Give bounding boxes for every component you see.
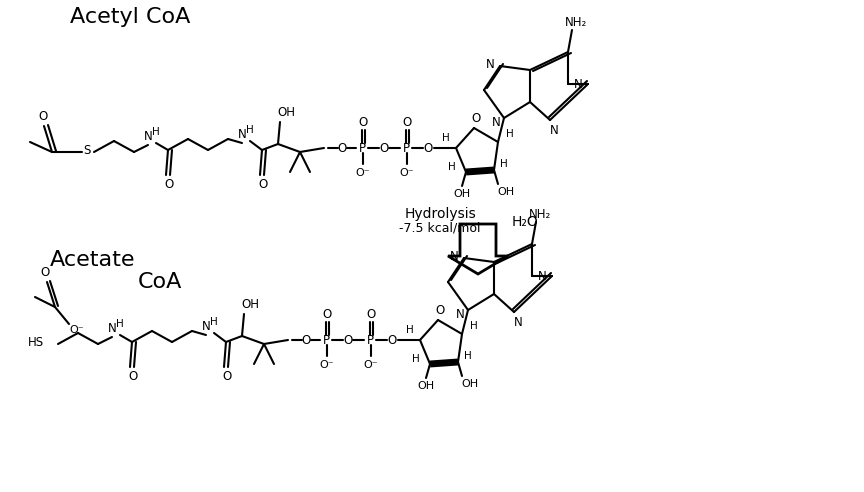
Text: O: O	[322, 308, 332, 320]
Text: P: P	[403, 142, 410, 154]
Text: OH: OH	[498, 187, 515, 197]
Text: O: O	[222, 369, 232, 382]
Text: O: O	[387, 334, 397, 346]
Text: O: O	[41, 267, 49, 279]
Text: OH: OH	[241, 298, 259, 310]
Text: OH: OH	[417, 381, 435, 391]
Text: H: H	[470, 321, 478, 331]
Text: O: O	[164, 178, 174, 190]
Text: Acetate: Acetate	[50, 250, 136, 270]
Text: P: P	[359, 142, 365, 154]
Text: CoA: CoA	[138, 272, 182, 292]
Text: Hydrolysis: Hydrolysis	[404, 207, 476, 221]
Text: H: H	[246, 125, 254, 135]
Text: O: O	[302, 334, 311, 346]
Text: O⁻: O⁻	[70, 325, 85, 335]
Text: OH: OH	[454, 189, 471, 199]
Text: O⁻: O⁻	[320, 360, 334, 370]
Text: H: H	[464, 351, 472, 361]
Text: S: S	[83, 144, 91, 156]
Text: O: O	[129, 369, 137, 382]
Text: O: O	[366, 308, 376, 320]
Text: O⁻: O⁻	[400, 168, 415, 178]
Text: H₂O: H₂O	[512, 215, 539, 229]
Text: H: H	[210, 317, 218, 327]
Text: N: N	[486, 58, 494, 70]
Text: N: N	[537, 270, 546, 282]
Text: O⁻: O⁻	[364, 360, 378, 370]
Text: H: H	[152, 127, 160, 137]
Text: N: N	[574, 78, 582, 91]
Text: OH: OH	[277, 105, 295, 119]
Text: O⁻: O⁻	[356, 168, 371, 178]
Text: N: N	[455, 308, 464, 320]
Text: O: O	[38, 111, 48, 123]
Text: OH: OH	[461, 379, 479, 389]
Text: N: N	[449, 249, 459, 263]
Text: N: N	[201, 320, 210, 334]
Text: O: O	[423, 142, 433, 154]
Text: N: N	[492, 116, 500, 128]
Text: P: P	[322, 334, 329, 346]
Text: N: N	[108, 322, 117, 336]
Text: H: H	[116, 319, 124, 329]
Text: N: N	[238, 128, 246, 142]
Text: P: P	[366, 334, 373, 346]
Text: H: H	[448, 162, 456, 172]
Text: H: H	[412, 354, 420, 364]
Text: NH₂: NH₂	[529, 208, 551, 220]
Text: O: O	[472, 112, 480, 124]
Text: N: N	[550, 123, 558, 136]
Text: H: H	[500, 159, 508, 169]
Text: O: O	[343, 334, 353, 346]
Text: Acetyl CoA: Acetyl CoA	[70, 7, 190, 27]
Text: H: H	[442, 133, 450, 143]
Text: H: H	[506, 129, 514, 139]
Text: O: O	[403, 116, 411, 128]
Text: O: O	[258, 178, 268, 190]
Text: NH₂: NH₂	[565, 16, 588, 29]
Text: O: O	[379, 142, 389, 154]
Text: -7.5 kcal/mol: -7.5 kcal/mol	[399, 221, 480, 235]
Text: N: N	[143, 130, 152, 144]
Text: O: O	[435, 304, 445, 316]
Text: N: N	[513, 315, 523, 329]
Text: H: H	[406, 325, 414, 335]
Text: O: O	[337, 142, 346, 154]
Text: HS: HS	[28, 336, 44, 348]
Text: O: O	[359, 116, 367, 128]
